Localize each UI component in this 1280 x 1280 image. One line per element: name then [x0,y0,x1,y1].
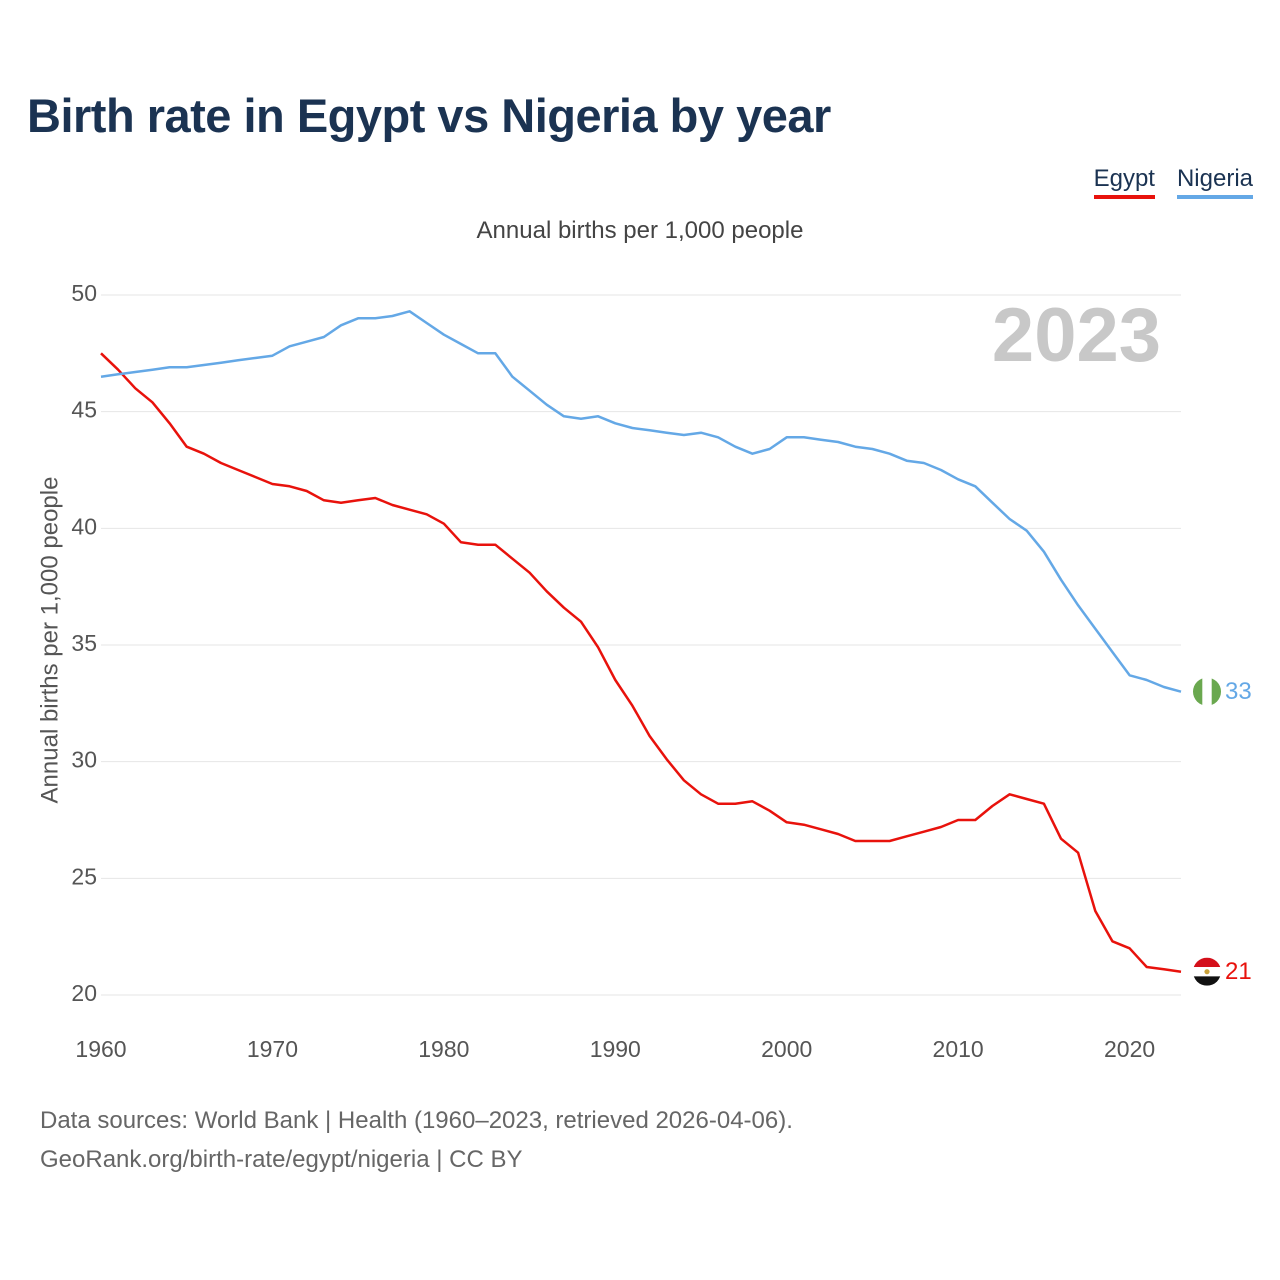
y-tick-label: 40 [71,513,97,539]
series-lines [100,310,1182,973]
footer-link[interactable]: GeoRank.org/birth-rate/egypt/nigeria | C… [40,1146,523,1173]
x-tick-label: 1990 [590,1036,641,1062]
end-markers: 21 33 [1193,677,1252,986]
y-axis-label: Annual births per 1,000 people [36,477,63,804]
x-tick-label: 1960 [75,1036,126,1062]
series-line-egypt [100,352,1182,973]
flag-icon-nigeria [1193,677,1221,706]
legend: Egypt Nigeria [1093,165,1253,199]
year-watermark: 2023 [992,293,1161,378]
y-tick-label: 50 [71,280,97,306]
end-value-label-nigeria: 33 [1225,678,1252,705]
y-tick-label: 30 [71,747,97,773]
x-tick-label: 2010 [933,1036,984,1062]
y-axis-ticks: 20 25 30 35 40 45 50 [71,280,97,1006]
x-tick-label: 2020 [1104,1036,1155,1062]
series-line-nigeria [100,310,1182,693]
chart-subtitle: Annual births per 1,000 people [476,217,804,244]
y-tick-label: 20 [71,980,97,1006]
gridlines [101,294,1181,996]
y-tick-label: 25 [71,863,97,889]
x-axis-ticks: 1960 1970 1980 1990 2000 2010 2020 [75,1036,1155,1062]
y-tick-label: 45 [71,397,97,423]
end-value-label-egypt: 21 [1225,958,1252,985]
chart-title: Birth rate in Egypt vs Nigeria by year [27,89,831,142]
x-tick-label: 1970 [247,1036,298,1062]
x-tick-label: 1980 [418,1036,469,1062]
legend-item-nigeria[interactable]: Nigeria [1176,165,1253,199]
y-tick-label: 35 [71,630,97,656]
flag-icon-egypt [1193,957,1221,986]
legend-item-egypt[interactable]: Egypt [1093,165,1155,199]
footer-sources: Data sources: World Bank | Health (1960–… [40,1107,793,1134]
x-tick-label: 2000 [761,1036,812,1062]
